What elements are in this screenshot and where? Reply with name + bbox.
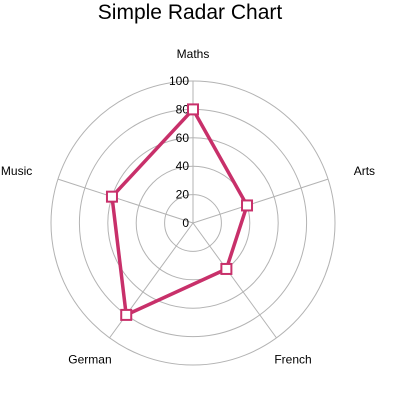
- tick-label-60: 60: [176, 131, 190, 145]
- axis-label-maths: Maths: [177, 47, 210, 61]
- data-point-french: [220, 262, 233, 275]
- series-layer: [105, 103, 254, 321]
- axis-label-german: German: [68, 353, 111, 367]
- chart-title: Simple Radar Chart: [98, 1, 283, 24]
- spoke-arts: [192, 178, 329, 224]
- grid-layer: [50, 80, 336, 366]
- data-point-music: [105, 190, 118, 203]
- tick-label-80: 80: [176, 102, 190, 116]
- spoke-music: [57, 178, 194, 224]
- axis-label-french: French: [274, 353, 311, 367]
- tick-label-0: 0: [182, 216, 189, 230]
- tick-layer: 0 20 40 60 80 100: [169, 74, 189, 230]
- axis-label-music: Music: [1, 164, 32, 178]
- tick-label-40: 40: [176, 159, 190, 173]
- tick-label-20: 20: [176, 188, 190, 202]
- axis-label-arts: Arts: [354, 164, 375, 178]
- spoke-french: [192, 222, 277, 339]
- series-line: [110, 107, 249, 317]
- data-point-german: [120, 308, 133, 321]
- data-point-maths: [187, 103, 199, 116]
- tick-label-100: 100: [169, 74, 189, 88]
- axis-label-layer: Maths Arts French German Music: [1, 47, 375, 367]
- data-point-arts: [241, 199, 254, 212]
